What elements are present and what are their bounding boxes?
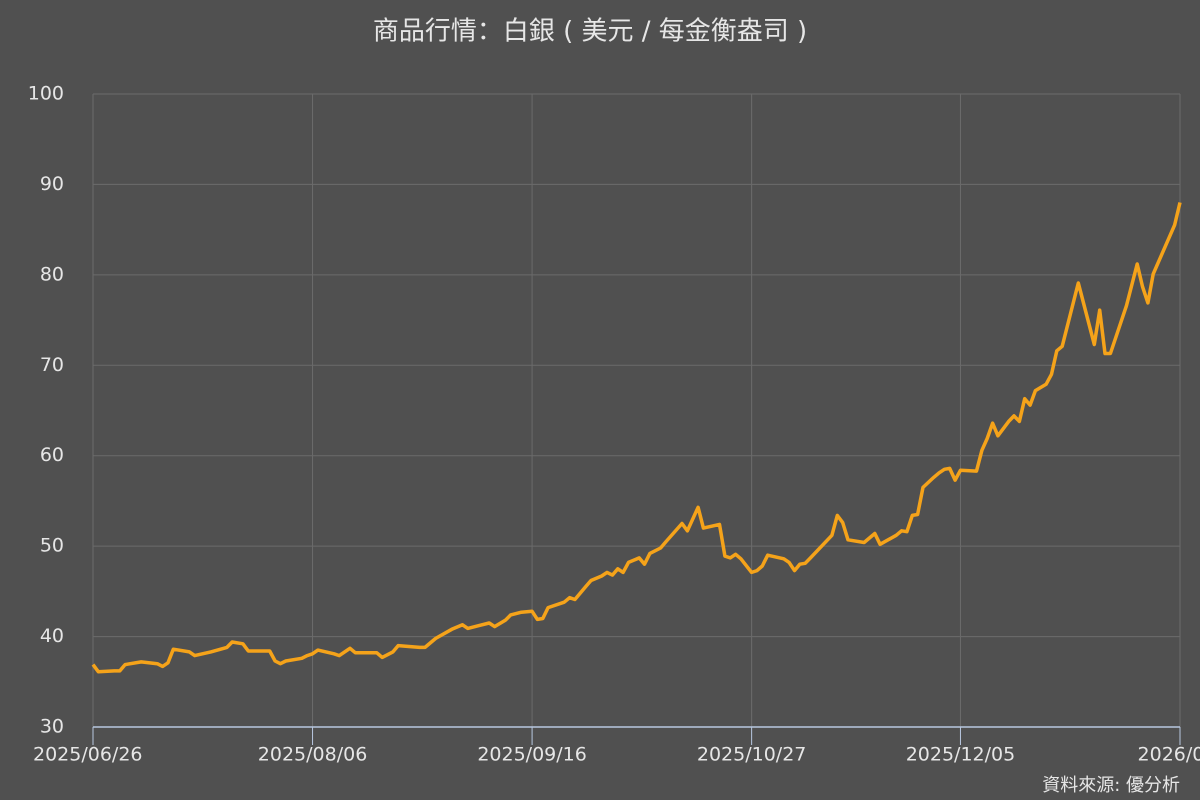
y-tick-label: 100	[28, 83, 64, 105]
y-tick-label: 40	[40, 625, 64, 647]
y-tick-label: 60	[40, 444, 64, 466]
x-tick-label: 2025/06/26	[33, 744, 143, 766]
x-tick-label: 2025/10/27	[697, 744, 807, 766]
y-tick-label: 30	[40, 716, 64, 738]
price-line	[91, 202, 1182, 674]
y-tick-label: 90	[40, 173, 64, 195]
y-tick-label: 50	[40, 535, 64, 557]
x-tick-label: 2025/12/05	[906, 744, 1016, 766]
source-note: 資料來源: 優分析	[1042, 775, 1180, 796]
y-tick-label: 80	[40, 263, 64, 285]
x-tick-label: 2025/08/06	[258, 744, 368, 766]
y-tick-label: 70	[40, 354, 64, 376]
x-tick-label: 2025/09/16	[477, 744, 587, 766]
x-tick-label: 2026/0...	[1138, 744, 1200, 766]
chart-title: 商品行情：白銀 ( 美元 / 每金衡盎司 )	[373, 17, 807, 47]
